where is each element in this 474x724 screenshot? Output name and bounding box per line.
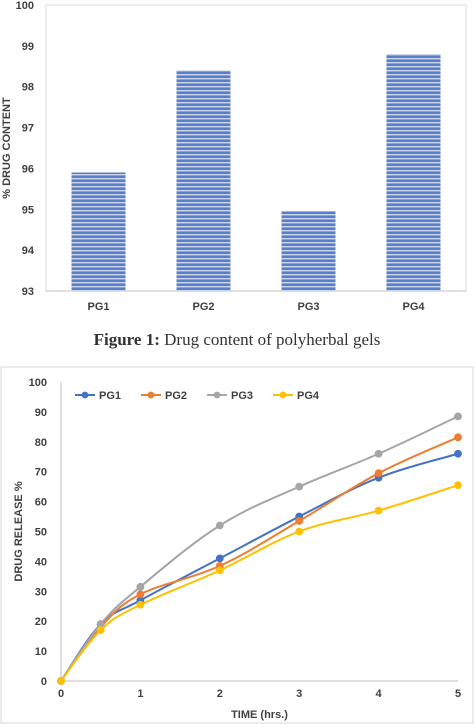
data-point-pg4 (374, 506, 383, 515)
data-point-pg3 (295, 482, 304, 491)
y-tick-label: 60 (35, 497, 47, 509)
data-point-pg4 (295, 527, 304, 536)
y-tick-label: 97 (22, 123, 34, 135)
x-tick-label: 5 (455, 688, 461, 700)
bar-pg2 (176, 70, 231, 291)
chart-border (0, 366, 474, 724)
y-tick-label: 10 (35, 646, 47, 658)
x-tick-label: 3 (296, 688, 302, 700)
caption-text: Drug content of polyherbal gels (159, 330, 381, 349)
data-point-pg4 (96, 626, 105, 635)
legend-marker-pg1 (81, 391, 89, 399)
y-axis-title: DRUG RELEASE % (13, 481, 25, 581)
data-point-pg1 (454, 449, 462, 458)
data-point-pg3 (454, 412, 462, 421)
data-point-pg3 (215, 521, 224, 530)
x-tick-label: 4 (376, 688, 383, 700)
y-tick-label: 70 (35, 467, 47, 479)
legend-label-pg3: PG3 (231, 390, 253, 402)
bar-pg1 (71, 172, 126, 291)
legend-marker-pg2 (147, 391, 155, 399)
y-tick-label: 80 (35, 437, 47, 449)
y-tick-label: 93 (22, 286, 34, 298)
data-point-pg3 (136, 582, 145, 591)
data-point-pg2 (295, 517, 304, 525)
legend-marker-pg3 (213, 391, 221, 399)
legend-label-pg4: PG4 (297, 390, 320, 402)
y-tick-label: 95 (22, 204, 34, 216)
x-tick-label: 2 (217, 688, 223, 700)
x-tick-label: 1 (137, 688, 143, 700)
y-tick-label: 99 (22, 41, 34, 53)
x-tick-label: PG4 (402, 301, 425, 313)
bar-pg4 (386, 54, 441, 292)
legend-label-pg1: PG1 (99, 390, 121, 402)
y-tick-label: 98 (22, 82, 34, 94)
y-tick-label: 90 (35, 407, 47, 419)
data-point-pg2 (374, 469, 383, 478)
line-chart: 0 10 20 30 40 50 60 70 80 90 100 0 1 2 3 4 5 DRUG RELEASE… (0, 366, 474, 724)
x-axis-title: TIME (hrs.) (231, 709, 288, 721)
y-tick-label: 50 (35, 527, 47, 539)
y-tick-label: 100 (16, 0, 34, 12)
x-tick-label: PG1 (87, 301, 109, 313)
y-tick-label: 20 (35, 616, 47, 628)
y-tick-label: 100 (29, 377, 47, 389)
y-tick-label: 96 (22, 163, 34, 175)
x-tick-label: 0 (58, 688, 64, 700)
x-tick-label: PG3 (297, 301, 319, 313)
caption-label: Figure 1: (93, 330, 160, 349)
bar-pg3 (281, 211, 336, 291)
y-tick-label: 30 (35, 586, 47, 598)
y-tick-label: 0 (41, 676, 47, 688)
y-axis-title: % DRUG CONTENT (1, 97, 13, 199)
data-point-pg1 (215, 554, 224, 563)
data-point-pg4 (57, 677, 65, 685)
data-point-pg3 (374, 449, 383, 458)
y-tick-label: 40 (35, 556, 47, 568)
x-tick-label: PG2 (192, 301, 214, 313)
data-point-pg2 (136, 590, 145, 599)
data-point-pg2 (454, 433, 462, 442)
legend-label-pg2: PG2 (165, 390, 187, 402)
data-point-pg4 (136, 600, 145, 609)
data-point-pg4 (454, 481, 462, 490)
legend-marker-pg4 (279, 391, 287, 399)
y-tick-label: 94 (22, 245, 35, 257)
data-point-pg4 (215, 566, 224, 575)
figure-caption: Figure 1: Drug content of polyherbal gel… (0, 330, 474, 350)
bar-chart: 93 94 95 96 97 98 99 100 % DRUG CONTENT PG1 PG2 PG3… (0, 0, 474, 318)
